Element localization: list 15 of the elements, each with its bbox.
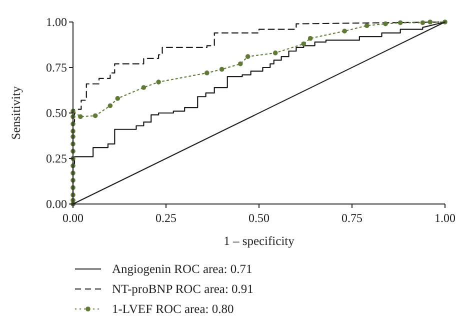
x-tick-label: 1.00 bbox=[434, 211, 456, 225]
x-tick-label: 0.75 bbox=[342, 211, 362, 225]
y-tick-label: 0.50 bbox=[46, 106, 67, 120]
x-tick-label: 0.25 bbox=[156, 211, 176, 225]
legend-label: NT-proBNP ROC area: 0.91 bbox=[112, 282, 254, 296]
x-tick-label: 0.00 bbox=[62, 211, 84, 225]
legend-label: 1-LVEF ROC area: 0.80 bbox=[112, 302, 234, 316]
x-tick-label: 0.50 bbox=[248, 211, 270, 225]
legend-label: Angiogenin ROC area: 0.71 bbox=[112, 262, 252, 276]
y-tick-label: 1.00 bbox=[46, 15, 67, 29]
y-tick-label: 0.00 bbox=[46, 197, 67, 211]
y-axis-title: Sensitivity bbox=[9, 86, 23, 140]
y-tick-label: 0.25 bbox=[46, 152, 67, 166]
x-axis-title: 1 – specificity bbox=[224, 234, 296, 248]
y-tick-label: 0.75 bbox=[46, 60, 67, 74]
